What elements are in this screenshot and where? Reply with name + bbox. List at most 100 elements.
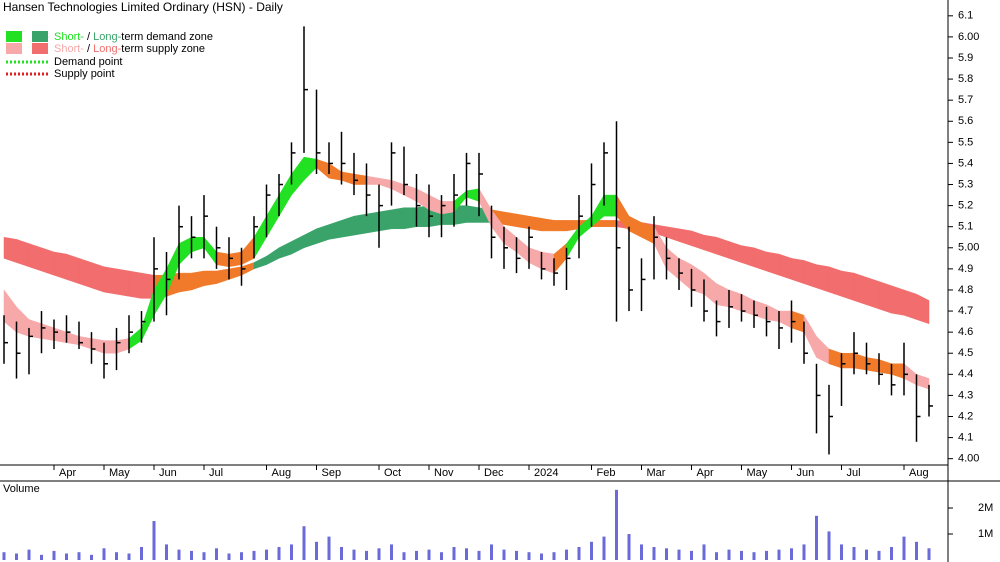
legend-long: Long- xyxy=(93,43,121,55)
legend-text: Short- / Long-term demand zone xyxy=(54,31,213,43)
zone-segment xyxy=(841,352,855,369)
y-tick-label: 4.8 xyxy=(958,284,973,296)
legend-text: Supply point xyxy=(54,68,115,80)
y-tick-label: 5.3 xyxy=(958,178,973,190)
volume-bar xyxy=(140,547,143,560)
volume-bar xyxy=(277,547,281,560)
x-tick-label: Jul xyxy=(209,467,223,479)
y-tick-label: 4.00 xyxy=(958,453,979,465)
zone-segment xyxy=(378,209,392,232)
legend-sep: / xyxy=(84,31,93,43)
x-tick-label: Aug xyxy=(909,467,929,479)
volume-bar xyxy=(465,548,468,560)
legend-swatch xyxy=(32,31,48,42)
zone-segment xyxy=(603,194,617,217)
volume-bar xyxy=(690,550,693,560)
x-tick-label: Aug xyxy=(272,467,292,479)
zone-segment xyxy=(66,253,80,284)
zone-segment xyxy=(353,213,367,236)
volume-bar xyxy=(227,553,231,560)
y-tick-label: 5.5 xyxy=(958,136,973,148)
volume-bar xyxy=(802,544,806,560)
legend-demand: term demand zone xyxy=(121,31,213,43)
volume-bar xyxy=(27,549,31,560)
volume-bar xyxy=(115,552,118,560)
volume-bar xyxy=(815,515,818,560)
y-tick-label: 4.5 xyxy=(958,347,973,359)
zone-segment xyxy=(541,217,555,232)
zone-segment xyxy=(391,207,405,230)
legend: Short- / Long-term demand zone Short- / … xyxy=(6,31,213,80)
volume-bar xyxy=(352,549,356,560)
zone-segment xyxy=(366,211,380,234)
y-tick-label: 5.00 xyxy=(958,242,979,254)
x-tick-label: 2024 xyxy=(534,467,558,479)
volume-bar xyxy=(565,549,568,560)
y-tick-label: 4.1 xyxy=(958,431,973,443)
volume-bar xyxy=(790,548,793,560)
volume-tick-label: 2M xyxy=(978,502,993,514)
volume-bar xyxy=(265,549,268,560)
zone-segment xyxy=(91,262,105,293)
volume-bar xyxy=(552,552,556,560)
zone-segment xyxy=(103,266,117,295)
zone-segment xyxy=(603,220,617,227)
volume-bar xyxy=(490,544,493,560)
x-tick-label: Dec xyxy=(484,467,504,479)
zone-segment xyxy=(466,205,480,223)
volume-tick-label: 1M xyxy=(978,528,993,540)
zone-segment xyxy=(528,215,542,232)
x-tick-label: Oct xyxy=(384,467,401,479)
volume-bar xyxy=(827,531,831,560)
x-tick-label: May xyxy=(109,467,130,479)
volume-bar xyxy=(527,552,531,560)
zone-segment xyxy=(353,173,367,185)
volume-bar xyxy=(40,554,43,560)
y-tick-label: 5.6 xyxy=(958,115,973,127)
zone-segment xyxy=(916,293,930,325)
zone-segment xyxy=(116,268,130,297)
volume-bar xyxy=(590,541,593,560)
volume-bar xyxy=(752,552,756,560)
volume-bar xyxy=(515,550,518,560)
volume-bar xyxy=(627,534,631,560)
legend-text: Short- / Long-term supply zone xyxy=(54,43,205,55)
x-tick-label: Jun xyxy=(159,467,177,479)
volume-bar xyxy=(252,550,256,560)
zone-segment xyxy=(141,272,155,299)
volume-bar xyxy=(477,550,481,560)
y-tick-label: 5.4 xyxy=(958,157,973,169)
volume-bar xyxy=(602,536,606,560)
zone-segment xyxy=(516,213,530,230)
x-tick-label: Feb xyxy=(597,467,616,479)
price-bars xyxy=(3,26,933,455)
zone-segment xyxy=(503,211,517,227)
volume-bar xyxy=(677,549,681,560)
zone-segment xyxy=(878,281,892,314)
y-tick-label: 4.9 xyxy=(958,263,973,275)
volume-bar xyxy=(77,552,81,560)
volume-bar xyxy=(715,552,718,560)
zone-segment xyxy=(753,247,767,272)
volume-bar xyxy=(577,547,581,560)
zone-segment xyxy=(441,201,455,215)
y-tick-label: 5.9 xyxy=(958,52,973,64)
volume-label: Volume xyxy=(3,483,40,495)
volume-bar xyxy=(215,548,218,560)
volume-bar xyxy=(852,547,856,560)
chart-title: Hansen Technologies Limited Ordinary (HS… xyxy=(3,0,283,14)
volume-bar xyxy=(315,541,318,560)
zone-segment xyxy=(853,272,867,306)
zone-segment xyxy=(828,266,842,297)
volume-bar xyxy=(890,547,893,560)
legend-short: Short- xyxy=(54,31,84,43)
volume-bar xyxy=(365,550,368,560)
volume-bar xyxy=(865,549,868,560)
legend-text: Demand point xyxy=(54,56,123,68)
legend-long: Long- xyxy=(93,31,121,43)
volume-bar xyxy=(902,536,906,560)
zone-segment xyxy=(903,289,917,320)
y-tick-label: 5.7 xyxy=(958,94,973,106)
volume-bar xyxy=(740,550,743,560)
